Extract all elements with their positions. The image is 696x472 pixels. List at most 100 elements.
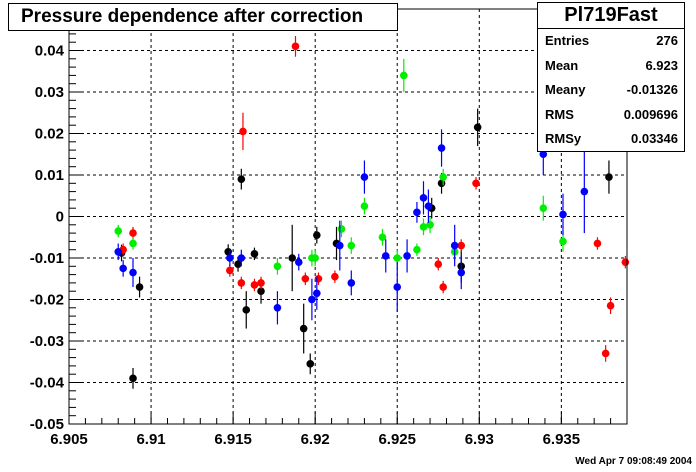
point-marker (273, 262, 282, 271)
stats-row-rmsy: RMSy 0.03346 (538, 127, 684, 152)
data-point (381, 239, 390, 273)
point-marker (239, 127, 247, 136)
point-marker (288, 254, 297, 262)
x-tick-label: 6.92 (301, 431, 330, 448)
data-point (313, 226, 321, 244)
data-point (605, 160, 613, 194)
point-marker (539, 204, 548, 212)
data-point (273, 291, 282, 325)
point-marker (234, 260, 242, 269)
stats-label: Entries (545, 33, 590, 48)
data-point (311, 249, 319, 267)
point-marker (291, 42, 300, 51)
point-marker (331, 272, 339, 281)
data-point (473, 108, 482, 146)
data-point (539, 195, 548, 221)
y-tick-label: -0.01 (30, 250, 64, 267)
point-marker (250, 281, 259, 289)
point-marker (129, 374, 137, 383)
data-point (250, 247, 259, 261)
data-point (450, 224, 459, 267)
point-marker (437, 144, 446, 152)
data-point (308, 278, 316, 321)
data-point (378, 228, 387, 246)
y-tick-label: 0.01 (35, 167, 64, 184)
data-point (114, 224, 123, 238)
point-marker (114, 247, 123, 256)
stats-row-entries: Entries 276 (538, 29, 684, 54)
point-marker (450, 241, 459, 250)
stats-value: 0.009696 (623, 106, 678, 122)
y-tick-label: 0.03 (35, 84, 64, 101)
point-marker (360, 173, 369, 181)
point-marker (347, 241, 356, 250)
y-tick-label: 0 (56, 209, 64, 226)
point-marker (580, 187, 589, 196)
data-point (424, 189, 433, 223)
series-2 (114, 58, 580, 275)
point-marker (413, 245, 421, 254)
point-marker (360, 202, 369, 210)
x-tick-label: 6.915 (214, 431, 252, 448)
point-marker (439, 173, 447, 181)
point-marker (426, 221, 434, 229)
data-point (403, 239, 411, 273)
data-point (226, 249, 234, 267)
stats-label: RMSy (545, 131, 582, 147)
point-marker (473, 123, 482, 132)
data-point (437, 129, 446, 167)
stats-label: RMS (545, 106, 574, 122)
stats-value: 0.03346 (631, 131, 678, 147)
point-marker (381, 252, 390, 260)
data-point (331, 270, 339, 283)
data-point (419, 181, 428, 215)
tick-labels: 6.905 6.91 6.915 6.92 6.925 6.93 6.935 -0.05 -0.… (30, 43, 580, 449)
point-marker (559, 237, 567, 246)
x-tick-label: 6.925 (378, 431, 416, 448)
point-marker (347, 279, 356, 287)
stats-name: Pl719Fast (538, 3, 684, 29)
point-marker (539, 150, 548, 159)
data-point (419, 218, 428, 236)
stats-box: Pl719Fast Entries 276 Mean 6.923 Meany -… (537, 2, 685, 152)
data-point (237, 276, 246, 290)
point-marker (306, 360, 315, 368)
point-marker (400, 71, 408, 80)
point-marker (378, 233, 387, 242)
data-point (114, 243, 123, 261)
data-point (257, 276, 265, 290)
point-marker (237, 254, 246, 262)
data-point (439, 168, 447, 186)
data-point (400, 58, 408, 92)
y-tick-label: -0.04 (30, 375, 65, 392)
point-marker (593, 239, 602, 248)
data-point (313, 276, 321, 310)
point-marker (601, 349, 610, 358)
stats-value: 6.923 (645, 57, 678, 73)
series-1 (119, 35, 630, 362)
data-point (306, 353, 315, 375)
point-marker (226, 266, 234, 275)
series-3 (114, 129, 589, 325)
y-tick-label: 0.04 (35, 43, 65, 60)
stats-row-rms: RMS 0.009696 (538, 103, 684, 128)
data-point (237, 168, 246, 190)
point-marker (237, 279, 246, 287)
y-tick-label: -0.03 (30, 333, 64, 350)
point-marker (621, 258, 630, 266)
point-marker (434, 260, 443, 269)
point-marker (257, 279, 265, 287)
point-marker (337, 225, 346, 233)
data-point (457, 255, 466, 290)
point-marker (226, 254, 234, 262)
point-marker (605, 173, 613, 181)
data-point (250, 278, 259, 292)
point-marker (257, 287, 265, 296)
data-point (242, 291, 251, 329)
point-marker (457, 241, 466, 250)
data-points (114, 35, 630, 389)
data-point (606, 297, 615, 315)
point-marker (114, 227, 123, 235)
point-marker (273, 304, 282, 312)
y-tick-label: -0.02 (30, 292, 64, 309)
